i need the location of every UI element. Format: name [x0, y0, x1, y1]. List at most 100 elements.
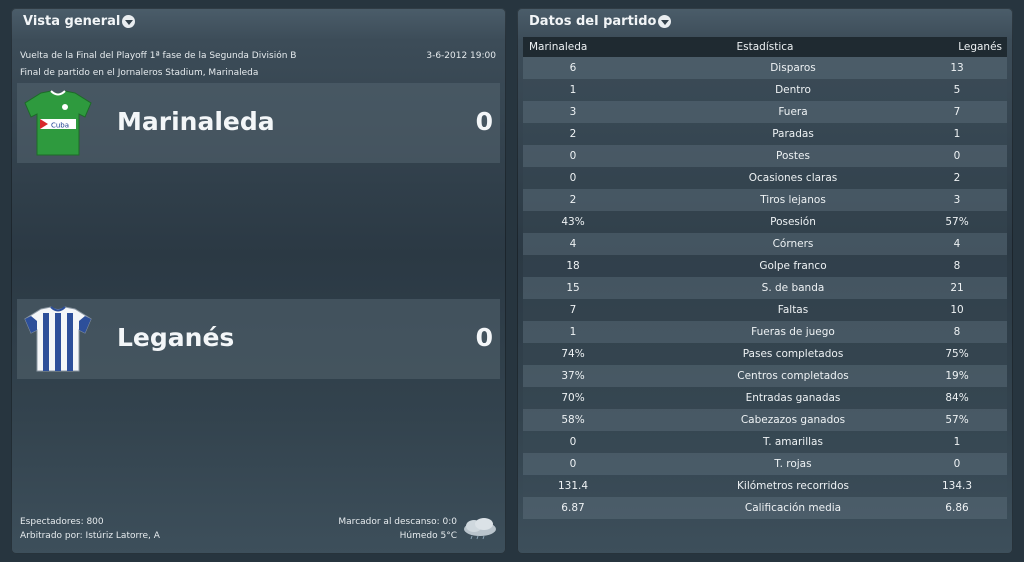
stat-away-value: 5	[953, 84, 961, 96]
stat-label: Pases completados	[742, 348, 844, 360]
table-row: 1 Fueras de juego 8	[523, 321, 1007, 343]
stat-label: Córners	[772, 238, 814, 250]
table-row: 6.87 Calificación media 6.86	[523, 497, 1007, 519]
stat-label: Paradas	[772, 128, 814, 140]
stats-table-header: Marinaleda Estadística Leganés	[523, 37, 1007, 57]
green-shirt-icon: Cuba	[24, 90, 92, 156]
table-row: 6 Disparos 13	[523, 57, 1007, 79]
header-away-team[interactable]: Leganés	[958, 41, 1002, 53]
stat-home-value: 6	[569, 62, 577, 74]
away-team-name[interactable]: Leganés	[117, 323, 235, 352]
stats-table-body: 6 Disparos 13 1 Dentro 5 3 Fuera 7 2 Paradas 1 0 Post…	[523, 57, 1007, 519]
table-row: 2 Tiros lejanos 3	[523, 189, 1007, 211]
stat-away-value: 8	[953, 326, 961, 338]
stat-label: Tiros lejanos	[760, 194, 826, 206]
chevron-down-icon[interactable]	[658, 15, 672, 28]
table-row: 0 Ocasiones claras 2	[523, 167, 1007, 189]
match-stats-title[interactable]: Datos del partido	[529, 14, 672, 29]
stat-away-value: 84%	[945, 392, 969, 404]
match-datetime: 3-6-2012 19:00	[426, 51, 496, 61]
stat-home-value: 6.87	[561, 502, 585, 514]
stat-home-value: 43%	[561, 216, 585, 228]
shirt-sponsor-text: Cuba	[51, 122, 69, 130]
stat-away-value: 6.86	[945, 502, 969, 514]
table-row: 58% Cabezazos ganados 57%	[523, 409, 1007, 431]
stat-home-value: 15	[566, 282, 580, 294]
stat-away-value: 19%	[945, 370, 969, 382]
stat-away-value: 0	[953, 458, 961, 470]
table-row: 7 Faltas 10	[523, 299, 1007, 321]
stat-label: Cabezazos ganados	[740, 414, 846, 426]
overview-title[interactable]: Vista general	[23, 14, 136, 29]
stat-home-value: 4	[569, 238, 577, 250]
stat-label: T. rojas	[774, 458, 812, 470]
header-statistic: Estadística	[736, 41, 794, 53]
table-row: 74% Pases completados 75%	[523, 343, 1007, 365]
stat-away-value: 13	[950, 62, 964, 74]
table-row: 0 T. amarillas 1	[523, 431, 1007, 453]
stat-home-value: 0	[569, 436, 577, 448]
striped-shirt-icon	[24, 306, 92, 372]
stat-home-value: 2	[569, 128, 577, 140]
table-row: 70% Entradas ganadas 84%	[523, 387, 1007, 409]
table-row: 2 Paradas 1	[523, 123, 1007, 145]
table-row: 131.4 Kilómetros recorridos 134.3	[523, 475, 1007, 497]
competition-text: Vuelta de la Final del Playoff 1ª fase d…	[20, 51, 297, 61]
referee-text[interactable]: Arbitrado por: Istúriz Latorre, A	[20, 531, 160, 541]
stat-label: Postes	[776, 150, 810, 162]
chevron-down-icon[interactable]	[122, 15, 136, 28]
away-team-row[interactable]: Leganés 0	[17, 299, 500, 379]
stat-home-value: 7	[569, 304, 577, 316]
table-row: 0 Postes 0	[523, 145, 1007, 167]
home-team-row[interactable]: Cuba Marinaleda 0	[17, 83, 500, 163]
home-team-name[interactable]: Marinaleda	[117, 107, 275, 136]
stat-home-value: 37%	[561, 370, 585, 382]
stat-away-value: 1	[953, 128, 961, 140]
stat-home-value: 0	[569, 150, 577, 162]
stat-label: Faltas	[777, 304, 809, 316]
cloud-icon	[464, 518, 496, 540]
stat-home-value: 0	[569, 172, 577, 184]
match-stats-panel: Datos del partido Marinaleda Estadística…	[517, 8, 1013, 554]
overview-title-label: Vista general	[23, 14, 121, 29]
stat-label: T. amarillas	[763, 436, 823, 448]
table-row: 15 S. de banda 21	[523, 277, 1007, 299]
stat-home-value: 58%	[561, 414, 585, 426]
table-row: 0 T. rojas 0	[523, 453, 1007, 475]
stat-away-value: 57%	[945, 216, 969, 228]
table-row: 18 Golpe franco 8	[523, 255, 1007, 277]
table-row: 1 Dentro 5	[523, 79, 1007, 101]
stat-home-value: 1	[569, 84, 577, 96]
stat-home-value: 74%	[561, 348, 585, 360]
weather-text: Húmedo 5°C	[399, 531, 457, 541]
halftime-text: Marcador al descanso: 0:0	[338, 517, 457, 527]
stat-away-value: 8	[953, 260, 961, 272]
stat-home-value: 3	[569, 106, 577, 118]
stat-label: Entradas ganadas	[745, 392, 841, 404]
header-home-team[interactable]: Marinaleda	[529, 41, 588, 53]
stat-away-value: 10	[950, 304, 964, 316]
attendance-text: Espectadores: 800	[20, 517, 104, 527]
stat-home-value: 18	[566, 260, 580, 272]
stat-away-value: 4	[953, 238, 961, 250]
stat-label: S. de banda	[761, 282, 825, 294]
stat-label: Fuera	[778, 106, 808, 118]
stat-label: Fueras de juego	[751, 326, 835, 338]
stat-home-value: 2	[569, 194, 577, 206]
venue-text: Final de partido en el Jornaleros Stadiu…	[20, 68, 259, 78]
stat-away-value: 7	[953, 106, 961, 118]
stat-away-value: 21	[950, 282, 964, 294]
match-stats-title-label: Datos del partido	[529, 14, 657, 29]
stat-away-value: 134.3	[941, 480, 973, 492]
stat-home-value: 70%	[561, 392, 585, 404]
stat-away-value: 57%	[945, 414, 969, 426]
stat-label: Posesión	[770, 216, 816, 228]
stat-label: Disparos	[770, 62, 816, 74]
stat-home-value: 0	[569, 458, 577, 470]
table-row: 3 Fuera 7	[523, 101, 1007, 123]
stat-label: Dentro	[775, 84, 811, 96]
stat-away-value: 75%	[945, 348, 969, 360]
table-row: 37% Centros completados 19%	[523, 365, 1007, 387]
table-row: 4 Córners 4	[523, 233, 1007, 255]
stat-label: Ocasiones claras	[748, 172, 838, 184]
